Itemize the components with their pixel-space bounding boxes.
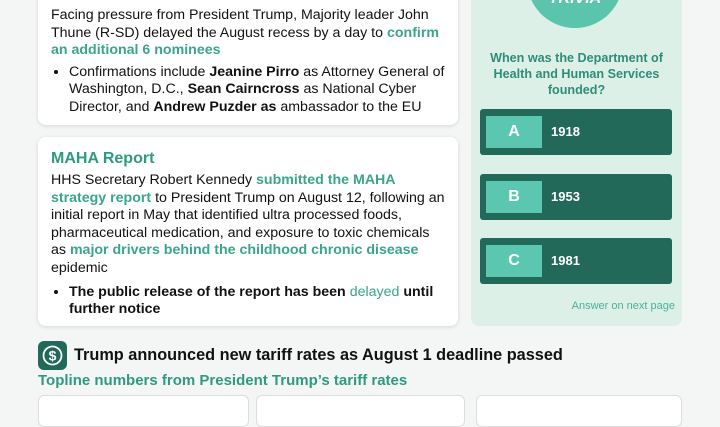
text: to President Trump on August 12, followi… [51, 189, 445, 259]
tariff-card [38, 395, 249, 427]
text: Confirmations include [69, 63, 206, 80]
highlight: major drivers behind the childhood chron… [69, 242, 419, 259]
bold: Jeanine Pirro [209, 63, 300, 80]
page: {"card1": {"paragraph": ["Facing pressur… [0, 0, 720, 405]
option-letter: C [486, 245, 542, 277]
bullet-list: Confirmations include Jeanine Pirro as A… [51, 64, 445, 117]
tariff-card [256, 395, 465, 427]
section-subtitle: Topline numbers from President Trump’s t… [38, 372, 408, 389]
badge-text: TRIVIA [527, 0, 623, 8]
card-title: MAHA Report [51, 150, 155, 167]
icon-symbol: $ [49, 348, 57, 364]
option[interactable]: C 1981 [480, 238, 672, 284]
text: The public release of the report has bee… [69, 283, 346, 300]
highlight: submitted the MAHA strategy report [51, 172, 396, 206]
option-letter: B [486, 181, 542, 213]
option-text: 1981 [551, 253, 580, 268]
trivia-question: When was the Department of Health and Hu… [490, 51, 663, 97]
option-letter: A [486, 116, 542, 148]
text: until further notice [69, 283, 434, 318]
option[interactable]: B 1953 [480, 174, 672, 220]
text: as National Cyber Director, and [69, 81, 417, 115]
highlight: confirm an additional 6 nominees [51, 24, 439, 59]
bold: Sean Cairncross [187, 81, 300, 98]
tariff-card [476, 395, 682, 427]
paragraph: HHS Secretary Robert Kennedy submitted t… [51, 172, 445, 278]
card-recess: Facing pressure from President Trump, Ma… [38, 0, 458, 125]
answer-note: Answer on next page [571, 300, 675, 312]
bold: Andrew Puzder as [153, 98, 277, 115]
trivia-panel: TRIVIA When was the Department of Health… [471, 0, 682, 326]
option-text: 1953 [551, 189, 580, 204]
icon-ring [42, 345, 63, 366]
option-text: 1918 [551, 124, 580, 139]
text: epidemic [51, 259, 108, 276]
bullet: The public release of the report has bee… [69, 284, 445, 319]
text: Facing pressure from President Trump, Ma… [51, 7, 429, 41]
trivia-badge: TRIVIA [527, 0, 623, 28]
card-maha: MAHA Report HHS Secretary Robert Kennedy… [38, 137, 458, 326]
text: HHS Secretary Robert Kennedy [51, 172, 253, 188]
icon-graphic: $ [42, 345, 63, 366]
dollar-icon: $ [38, 341, 67, 370]
text: ambassador to the EU [280, 98, 422, 115]
highlight: delayed [349, 283, 400, 300]
text: as Attorney General of Washington, D.C., [69, 63, 445, 98]
section-title: Trump announced new tariff rates as Augu… [74, 346, 563, 364]
bullet: Confirmations include Jeanine Pirro as A… [69, 64, 445, 117]
option[interactable]: A 1918 [480, 109, 672, 155]
bullet-list: The public release of the report has bee… [51, 284, 445, 319]
paragraph: Facing pressure from President Trump, Ma… [51, 7, 445, 60]
